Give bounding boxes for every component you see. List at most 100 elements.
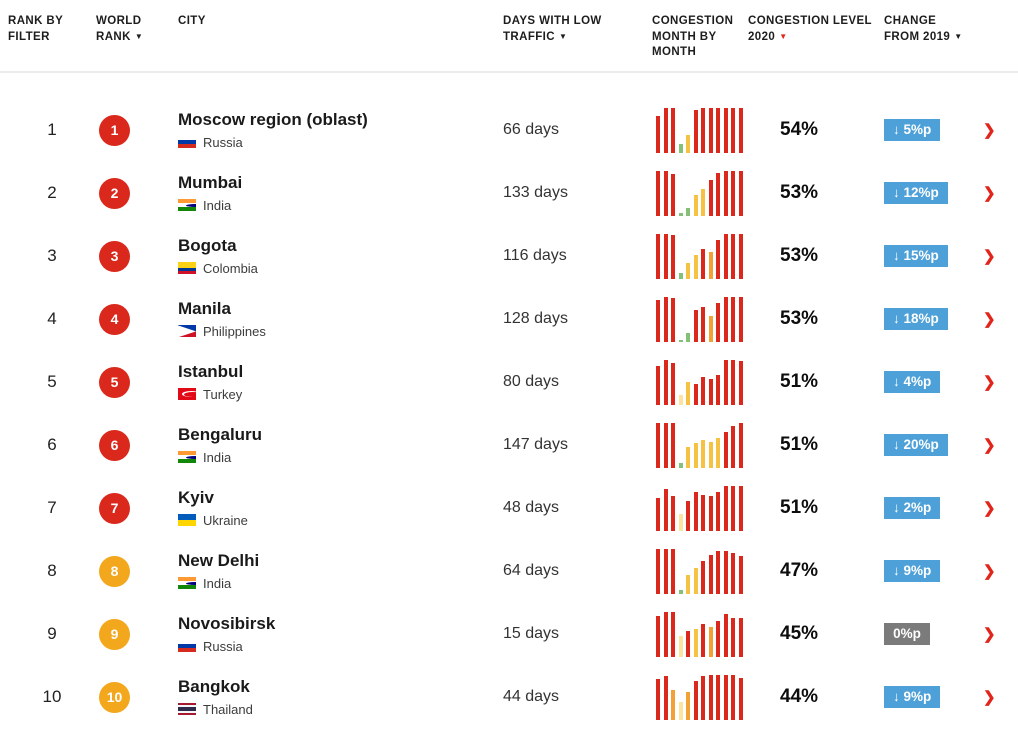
congestion-month-chart [652,674,748,720]
world-rank-badge: 2 [99,177,130,209]
header-congestion-month-by-month: CONGESTION MONTH BY MONTH [652,15,734,59]
city-name[interactable]: Bogota [178,236,237,256]
city-name[interactable]: Bengaluru [178,425,263,445]
month-bar [671,107,675,153]
congestion-level-value: 53% [780,308,819,330]
country-line: Russia [178,135,491,150]
city-cell: Istanbul Turkey [178,362,503,402]
month-bar [701,494,705,531]
month-bar [678,701,683,720]
congestion-month-chart [652,485,748,531]
table-row[interactable]: 10 10 Bangkok Thailand 44 days 44% ↓ 9%p… [0,666,1018,729]
month-bar [693,310,698,342]
table-row[interactable]: 4 4 Manila Philippines 128 days 53% ↓ 18… [0,288,1018,351]
country-flag-icon [178,388,196,401]
header-days-with-low-traffic[interactable]: DAYS WITH LOW TRAFFIC ▼ [503,15,602,43]
month-bar [663,548,668,594]
country-flag-icon [178,199,196,212]
country-line: Russia [178,639,491,654]
congestion-level-value: 51% [780,434,819,456]
month-bar [731,296,735,342]
month-bar [693,628,698,657]
city-name[interactable]: New Delhi [178,551,260,571]
rank-by-filter-value: 7 [47,498,57,518]
chevron-right-icon[interactable]: ❯ [983,185,996,203]
month-bar [671,496,675,531]
table-rows: 1 1 Moscow region (oblast) Russia 66 day… [0,73,1018,729]
city-name[interactable]: Istanbul [178,362,244,382]
change-from-2019-badge: ↓ 18%p [884,308,948,331]
month-bar [701,188,705,216]
change-from-2019-badge: ↓ 5%p [884,119,941,142]
month-bar [708,107,713,153]
city-name[interactable]: Kyiv [178,488,214,508]
city-cell: Novosibirsk Russia [178,614,503,654]
world-rank-cell: 6 [96,429,178,461]
chevron-right-icon[interactable]: ❯ [983,626,996,644]
sort-desc-icon[interactable]: ▼ [558,31,568,41]
table-row[interactable]: 3 3 Bogota Colombia 116 days 53% ↓ 15%p … [0,225,1018,288]
congestion-level-value: 44% [780,686,819,708]
month-bar [708,496,713,531]
month-bar [723,170,728,216]
city-name[interactable]: Mumbai [178,173,243,193]
table-row[interactable]: 1 1 Moscow region (oblast) Russia 66 day… [0,99,1018,162]
chevron-right-icon[interactable]: ❯ [983,500,996,518]
world-rank-cell: 3 [96,240,178,272]
header-congestion-level-2020[interactable]: CONGESTION LEVEL 2020 ▼ [748,15,872,43]
table-row[interactable]: 9 9 Novosibirsk Russia 15 days 45% 0%p ❯ [0,603,1018,666]
month-bar [723,233,728,279]
congestion-month-chart [652,611,748,657]
city-name[interactable]: Manila [178,299,231,319]
chevron-right-icon[interactable]: ❯ [983,374,996,392]
chevron-right-icon[interactable]: ❯ [983,437,996,455]
chevron-cell: ❯ [979,499,1010,517]
change-cell: ↓ 9%p [884,686,979,709]
city-name[interactable]: Novosibirsk [178,614,276,634]
city-name[interactable]: Moscow region (oblast) [178,110,368,130]
month-bar [678,339,683,342]
month-bar [663,611,668,657]
month-bar [738,170,743,216]
chevron-right-icon[interactable]: ❯ [983,122,996,140]
header-world-rank[interactable]: WORLD RANK ▼ [96,15,144,43]
month-bar [738,296,743,342]
chevron-right-icon[interactable]: ❯ [983,311,996,329]
city-name[interactable]: Bangkok [178,677,250,697]
sort-desc-icon[interactable]: ▼ [134,31,144,41]
sort-desc-icon[interactable]: ▼ [954,31,963,41]
month-bar [678,514,683,531]
month-bar [701,107,705,153]
month-bar [663,107,668,153]
country-flag-icon [178,577,196,590]
country-name: Ukraine [203,512,248,528]
header-change-from-2019[interactable]: CHANGE FROM 2019 ▼ [884,15,963,43]
chevron-right-icon[interactable]: ❯ [983,689,996,707]
sort-desc-icon[interactable]: ▼ [779,31,788,41]
city-cell: Bangkok Thailand [178,677,503,717]
congestion-level-value: 45% [780,623,819,645]
month-bar [731,426,735,468]
chevron-right-icon[interactable]: ❯ [983,248,996,266]
month-bar [656,300,660,342]
change-from-2019-badge: ↓ 9%p [884,686,941,709]
chevron-cell: ❯ [979,373,1010,391]
change-cell: 0%p [884,623,979,646]
month-bar [731,170,735,216]
country-line: India [178,450,491,465]
table-row[interactable]: 8 8 New Delhi India 64 days 47% ↓ 9%p ❯ [0,540,1018,603]
chevron-right-icon[interactable]: ❯ [983,563,996,581]
change-cell: ↓ 4%p [884,371,979,394]
days-low-traffic-value: 116 days [503,247,567,265]
change-cell: ↓ 15%p [884,245,979,268]
month-bar [656,679,660,720]
month-bar [686,691,690,720]
change-from-2019-badge: ↓ 9%p [884,560,941,583]
table-row[interactable]: 5 5 Istanbul Turkey 80 days 51% ↓ 4%p ❯ [0,351,1018,414]
table-row[interactable]: 6 6 Bengaluru India 147 days 51% ↓ 20%p … [0,414,1018,477]
world-rank-badge: 6 [99,429,130,461]
month-bar [693,568,698,594]
table-row[interactable]: 2 2 Mumbai India 133 days 53% ↓ 12%p ❯ [0,162,1018,225]
table-row[interactable]: 7 7 Kyiv Ukraine 48 days 51% ↓ 2%p ❯ [0,477,1018,540]
rank-by-filter-value: 6 [47,435,57,455]
